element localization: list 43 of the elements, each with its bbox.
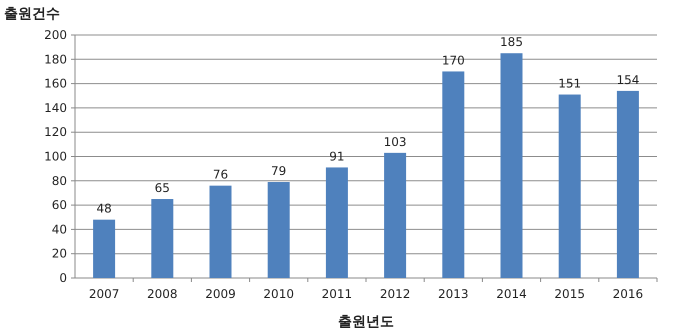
bar (268, 182, 290, 278)
y-tick-label: 0 (59, 271, 67, 285)
y-tick-label: 60 (52, 198, 67, 212)
data-label: 79 (271, 164, 286, 178)
x-tick-label: 2008 (147, 287, 178, 301)
data-label: 154 (616, 72, 640, 87)
y-tick-label: 20 (52, 246, 67, 261)
x-tick-label: 2009 (205, 287, 236, 301)
x-tick-label: 2013 (438, 287, 469, 301)
data-label: 185 (500, 35, 523, 50)
data-label: 103 (384, 134, 407, 149)
x-tick-label: 2012 (380, 287, 410, 301)
y-tick-label: 80 (52, 174, 67, 188)
y-tick-label: 140 (44, 100, 67, 115)
bar (500, 53, 522, 278)
y-tick-label: 40 (52, 222, 67, 236)
data-label: 48 (96, 202, 112, 216)
bar (616, 90, 639, 278)
x-axis-title: 출원년도 (338, 314, 394, 330)
x-tick-label: 2015 (554, 287, 585, 301)
data-label: 170 (442, 53, 465, 68)
y-tick-label: 160 (44, 76, 67, 91)
x-tick-label: 2007 (88, 287, 120, 301)
data-label: 151 (558, 76, 582, 91)
y-tick-label: 100 (44, 150, 67, 164)
data-label: 91 (329, 149, 345, 164)
y-tick-label: 180 (44, 52, 67, 66)
y-axis-title: 출원건수 (4, 6, 60, 22)
bar (442, 71, 464, 278)
data-label: 65 (154, 181, 170, 196)
x-tick-label: 2011 (322, 287, 352, 301)
bar (210, 186, 232, 278)
bar (93, 220, 116, 278)
bar (384, 152, 406, 278)
data-label: 76 (212, 168, 228, 182)
x-tick-label: 2010 (263, 287, 294, 301)
bar (326, 167, 348, 278)
y-tick-label: 120 (44, 125, 67, 140)
bar (151, 199, 174, 278)
x-tick-label: 2014 (496, 287, 527, 301)
bar (558, 94, 581, 278)
y-tick-label: 200 (44, 28, 67, 42)
x-tick-label: 2016 (612, 287, 644, 301)
